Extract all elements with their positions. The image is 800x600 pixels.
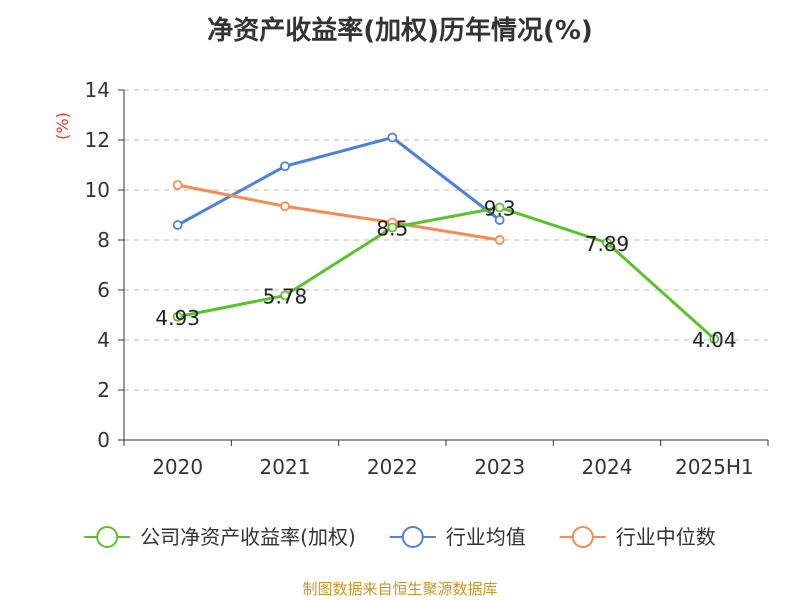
data-point <box>602 237 612 248</box>
data-labels: 4.93 5.78 8.5 9.3 7.89 4.04 <box>155 197 736 353</box>
data-label: 7.89 <box>585 232 630 256</box>
x-tick-label: 2023 <box>474 455 525 479</box>
data-label: 4.04 <box>692 328 737 352</box>
y-tick-label: 6 <box>97 278 110 302</box>
legend-label: 公司净资产收益率(加权) <box>140 525 356 549</box>
data-point <box>709 334 720 344</box>
y-tick-label: 2 <box>97 378 110 402</box>
y-tick-label: 12 <box>85 128 110 152</box>
data-label: 9.3 <box>484 197 516 221</box>
data-point <box>280 290 290 301</box>
legend-marker-icon <box>96 526 119 548</box>
legend-item[interactable]: 公司净资产收益率(加权) <box>84 525 356 549</box>
chart-title: 净资产收益率(加权)历年情况(%) <box>207 16 593 46</box>
series-line <box>177 206 716 341</box>
series-lines <box>172 132 720 344</box>
legend[interactable]: 公司净资产收益率(加权) 行业均值 行业中位数 <box>84 525 716 549</box>
y-tick-label: 14 <box>85 78 110 102</box>
data-point <box>172 220 183 230</box>
y-axis-label: (%) <box>53 112 72 140</box>
legend-label: 行业中位数 <box>616 525 716 549</box>
legend-label: 行业均值 <box>446 525 526 549</box>
y-tick-label: 10 <box>85 178 110 202</box>
legend-marker-icon <box>571 526 594 548</box>
x-tick-label: 2022 <box>367 455 418 479</box>
x-tick-label: 2024 <box>582 455 633 479</box>
data-point <box>172 311 183 322</box>
y-tick-label: 8 <box>97 228 110 252</box>
y-tick-label: 0 <box>97 428 110 452</box>
data-point <box>280 201 290 212</box>
source-note: 制图数据来自恒生聚源数据库 <box>302 580 498 598</box>
series-line <box>176 136 501 227</box>
series-line <box>177 183 500 242</box>
data-point <box>387 222 398 233</box>
axes: 0 2 4 6 8 10 12 14 2020 2021 2022 2023 2024 2025H1 <box>85 78 769 479</box>
data-point <box>172 180 183 190</box>
legend-item[interactable]: 行业中位数 <box>559 525 716 549</box>
grid-lines <box>124 89 768 391</box>
data-point <box>494 235 505 245</box>
data-point <box>494 202 505 213</box>
legend-item[interactable]: 行业均值 <box>389 525 526 549</box>
legend-marker-icon <box>401 526 424 548</box>
data-point <box>494 215 505 225</box>
data-label: 5.78 <box>263 285 308 309</box>
y-tick-label: 4 <box>97 328 110 352</box>
data-label: 8.5 <box>376 217 408 241</box>
data-point <box>280 161 290 172</box>
x-tick-label: 2020 <box>152 455 203 479</box>
x-tick-label: 2021 <box>260 455 311 479</box>
data-label: 4.93 <box>155 306 200 330</box>
data-point <box>387 132 398 143</box>
x-tick-label: 2025H1 <box>675 455 754 479</box>
